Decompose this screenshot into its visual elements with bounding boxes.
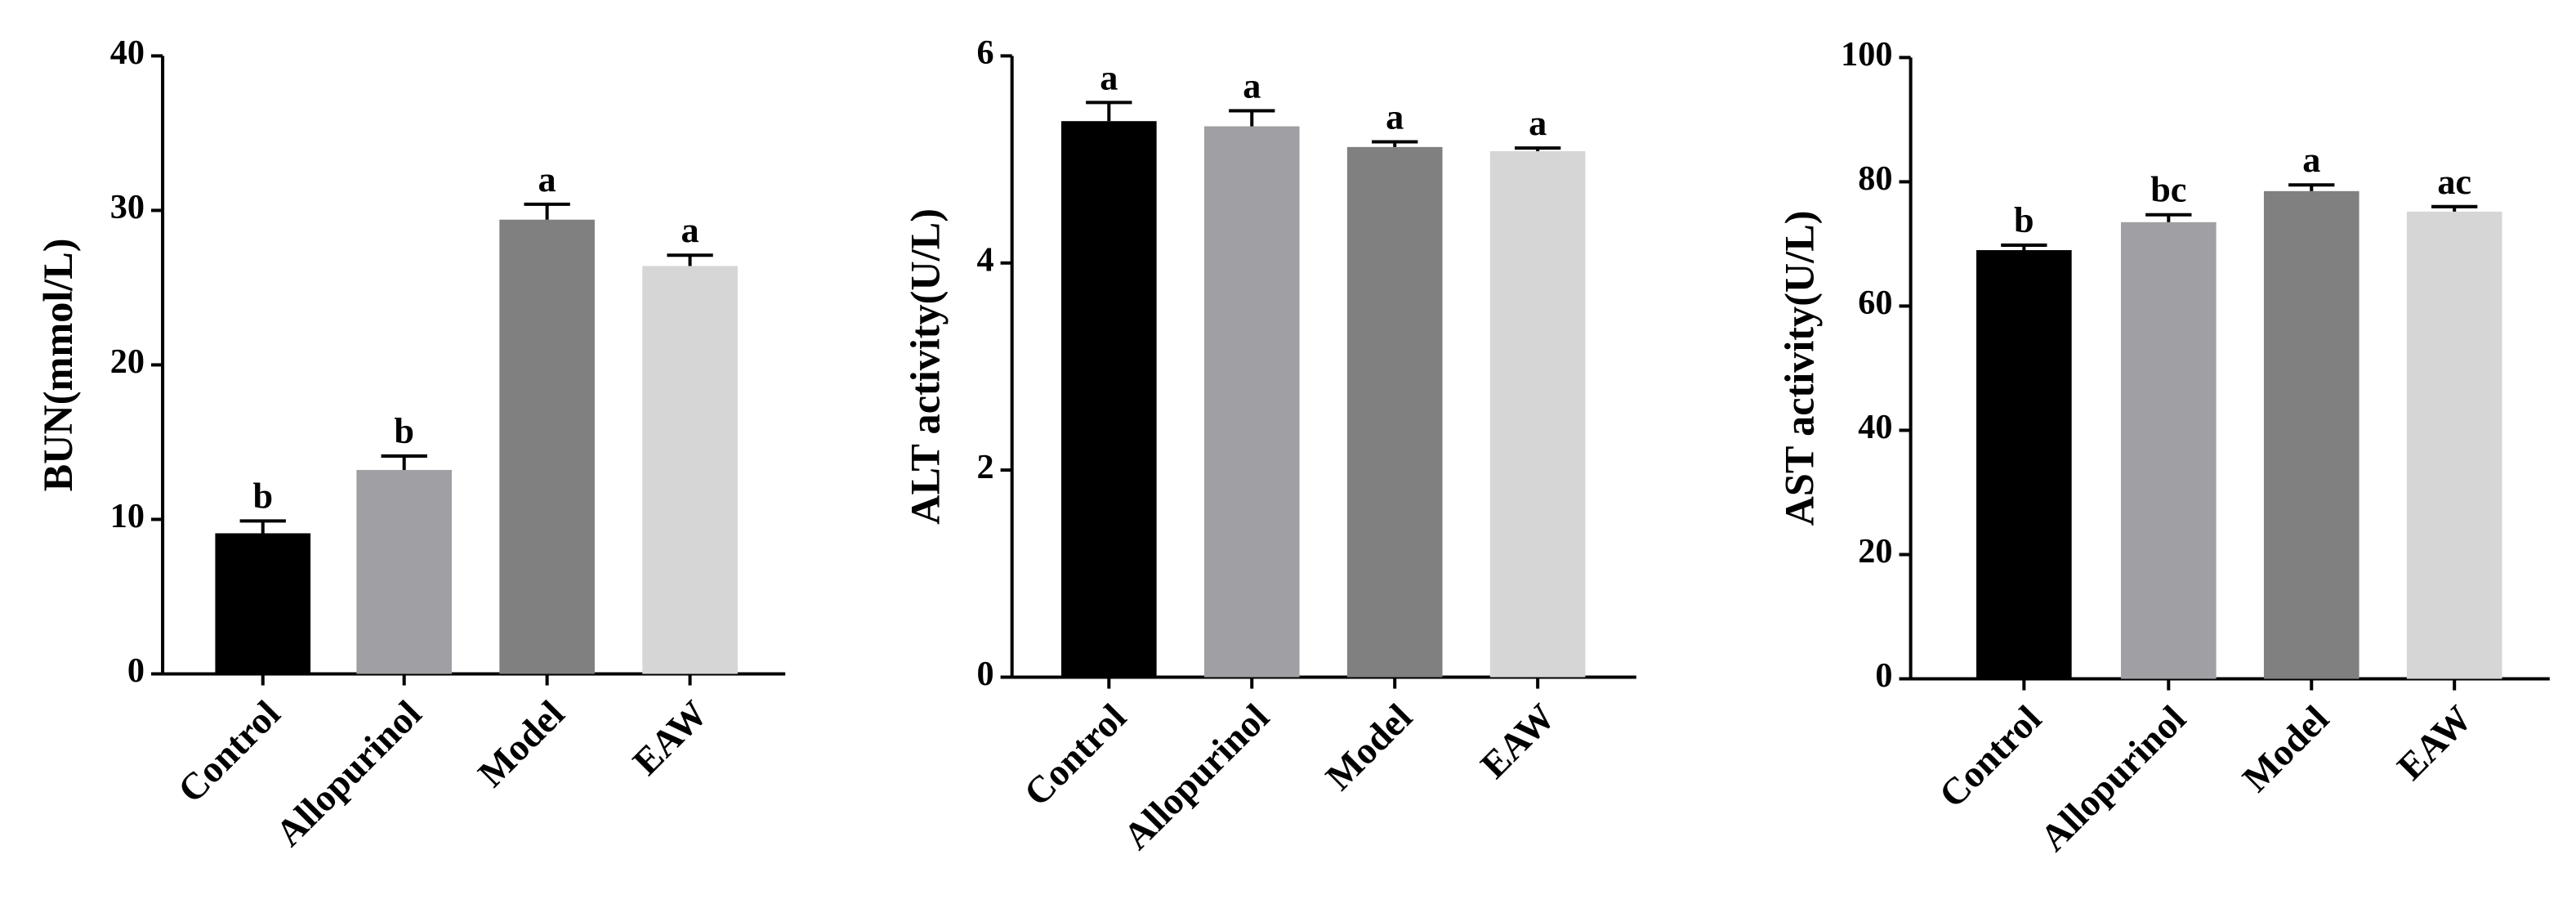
bar	[215, 533, 311, 674]
x-tick-label: Allopurinol	[1116, 696, 1278, 858]
annotation: b	[394, 411, 414, 451]
bar	[356, 469, 452, 674]
x-tick-label: EAW	[625, 693, 716, 784]
annotation: a	[1529, 103, 1547, 143]
x-tick-label: Model	[1319, 696, 1421, 799]
bar	[1976, 250, 2072, 679]
bar	[1061, 121, 1157, 678]
y-axis-label: ALT activity(U/L)	[903, 208, 949, 525]
bar	[1489, 150, 1586, 678]
y-axis-label: BUN(mmol/L)	[35, 238, 81, 491]
y-tick-label: 4	[976, 240, 993, 279]
annotation: a	[681, 210, 699, 250]
bar	[2120, 222, 2217, 679]
y-tick-label: 6	[976, 34, 993, 72]
bar	[2263, 190, 2359, 679]
y-tick-label: 80	[1858, 159, 1892, 198]
annotation: a	[1386, 97, 1404, 137]
x-tick-label: Model	[471, 693, 573, 795]
chart-panel: 0 20 40 60 80 100 AST activity(U/L) b Control bc A…	[1776, 35, 2550, 860]
x-tick-label: Control	[171, 693, 289, 812]
bar	[1346, 146, 1443, 678]
annotation: ac	[2437, 162, 2471, 202]
annotation: bc	[2150, 170, 2186, 210]
y-tick-label: 20	[1858, 532, 1892, 571]
annotation: a	[1243, 66, 1261, 106]
y-tick-label: 20	[110, 342, 145, 381]
y-tick-label: 2	[976, 448, 993, 486]
y-axis-label: AST activity(U/L)	[1776, 211, 1822, 526]
chart-panel: 0 2 4 6 ALT activity(U/L) a Control a Allopurino…	[903, 34, 1636, 858]
x-tick-label: Allopurinol	[268, 693, 430, 855]
y-tick-label: 30	[110, 188, 145, 226]
bar	[1203, 126, 1300, 678]
y-tick-label: 40	[110, 34, 145, 72]
bar	[499, 219, 595, 674]
x-tick-label: Allopurinol	[2033, 698, 2194, 860]
x-tick-label: Control	[1931, 698, 2050, 817]
x-tick-label: EAW	[2390, 698, 2480, 789]
annotation: b	[2014, 200, 2034, 240]
annotation: a	[2302, 140, 2320, 180]
y-tick-label: 0	[1875, 656, 1892, 695]
bar	[2406, 211, 2502, 679]
chart-panel: 0 10 20 30 40 BUN(mmol/L) b Control b Allopurinol…	[35, 34, 786, 855]
y-tick-label: 10	[110, 497, 145, 535]
annotation: b	[252, 476, 273, 516]
y-tick-label: 0	[976, 655, 993, 693]
bar	[642, 266, 738, 674]
x-tick-label: Model	[2235, 698, 2337, 800]
x-tick-label: Control	[1016, 696, 1135, 815]
y-tick-label: 60	[1858, 284, 1892, 322]
y-tick-label: 40	[1858, 408, 1892, 446]
annotation: a	[538, 159, 556, 199]
y-tick-label: 100	[1841, 35, 1892, 74]
x-tick-label: EAW	[1473, 696, 1564, 787]
annotation: a	[1100, 57, 1118, 97]
y-tick-label: 0	[127, 651, 145, 690]
